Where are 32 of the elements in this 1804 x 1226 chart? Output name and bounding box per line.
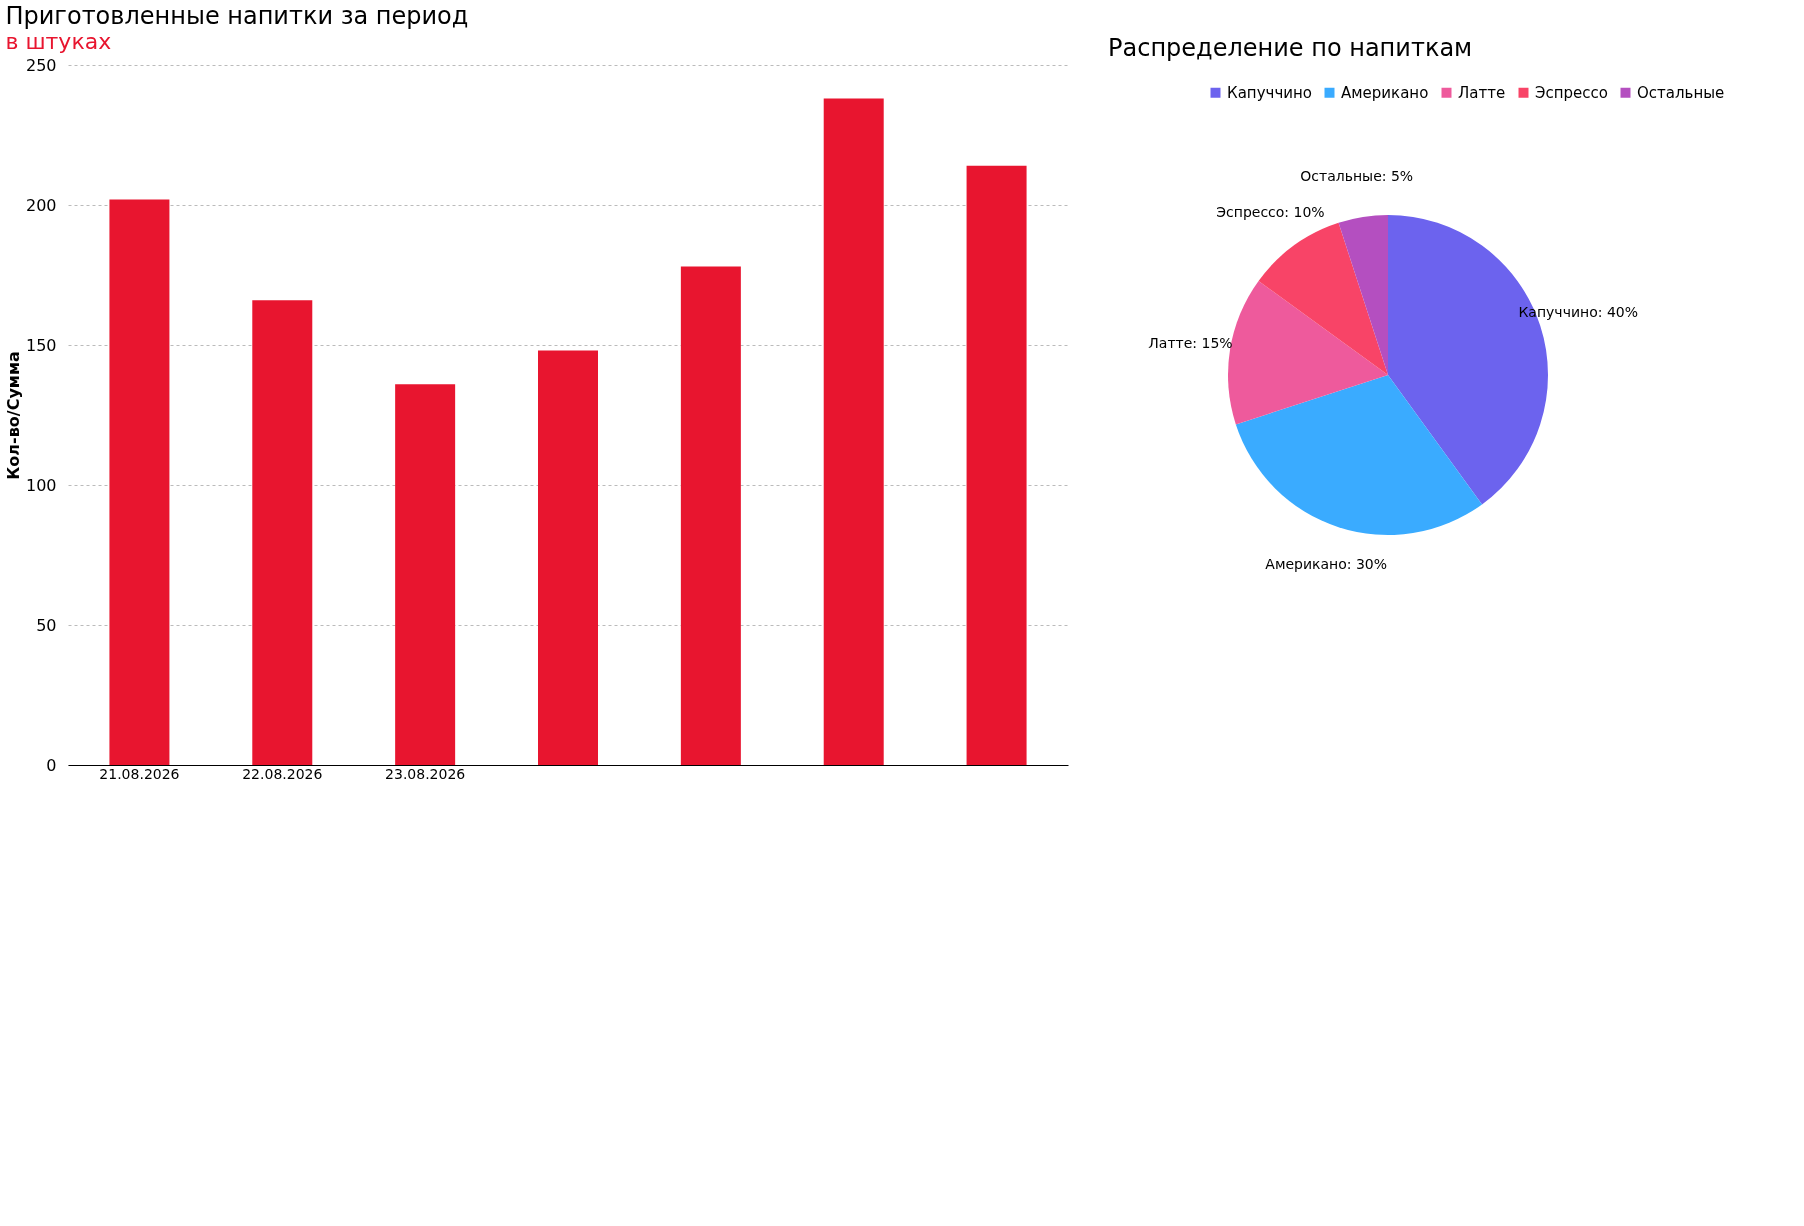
legend-label: Капуччино — [1227, 83, 1312, 102]
data-label: Остальные: 5% — [1300, 168, 1414, 185]
y-tick-label: 0 — [46, 755, 57, 775]
bar — [823, 98, 884, 765]
pie-slice — [1258, 222, 1388, 375]
y-tick-label: 100 — [25, 475, 57, 495]
pie-slice — [1338, 215, 1388, 375]
bar — [538, 350, 598, 765]
pie-slice — [1235, 375, 1483, 535]
bar — [109, 199, 170, 765]
y-tick-label: 200 — [25, 195, 57, 215]
x-tick-label: 22.08.2026 — [242, 765, 323, 782]
data-label: Американо: 30% — [1265, 556, 1388, 573]
y-tick-label: 50 — [36, 615, 57, 635]
y-tick-label: 250 — [25, 55, 57, 75]
bar — [395, 384, 456, 765]
legend-label: Латте — [1458, 83, 1506, 102]
bar — [252, 300, 313, 765]
x-tick-label: 23.08.2026 — [385, 765, 466, 782]
bar — [966, 165, 1027, 765]
data-label: Латте: 15% — [1148, 334, 1233, 351]
x-tick-label: 21.08.2026 — [99, 765, 180, 782]
legend-label: Американо — [1341, 83, 1429, 102]
bar — [680, 266, 741, 765]
y-tick-label: 150 — [25, 335, 57, 355]
chart-title: Распределение по напиткам — [1108, 34, 1473, 62]
data-label: Эспрессо: 10% — [1216, 204, 1325, 221]
y-axis-title: Кол-во/Сумма — [3, 351, 23, 480]
legend-label: Остальные — [1637, 83, 1725, 102]
chart-title: Приготовленные напитки за период — [5, 2, 469, 30]
chart-subtitle: в штуках — [5, 29, 112, 54]
legend-label: Эспрессо — [1535, 83, 1608, 102]
